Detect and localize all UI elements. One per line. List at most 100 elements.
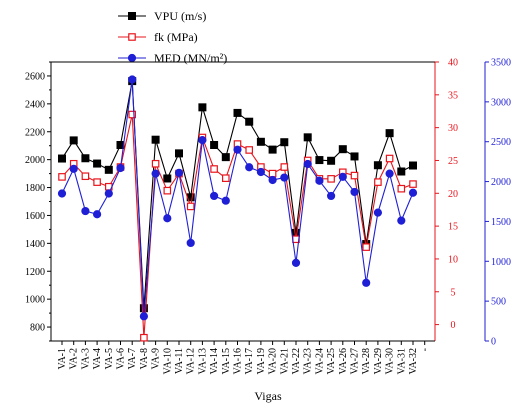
left-tick-label: 2400 bbox=[25, 99, 45, 110]
data-point-vpu-m-s bbox=[104, 165, 113, 174]
x-tick-label: VA-13 bbox=[197, 348, 208, 374]
data-point-vpu-m-s bbox=[210, 141, 219, 150]
left-tick-label: 1200 bbox=[25, 267, 45, 278]
data-point-med-mn-m bbox=[338, 172, 347, 181]
data-point-med-mn-m bbox=[221, 196, 230, 205]
plot-area bbox=[57, 75, 418, 342]
data-point-fk-mpa bbox=[140, 333, 148, 342]
right-med-tick-label: 1500 bbox=[491, 217, 511, 228]
x-tick-label: VA-29 bbox=[373, 348, 384, 374]
x-tick-label: VA-26 bbox=[338, 348, 349, 374]
data-point-fk-mpa bbox=[268, 169, 277, 178]
data-point-vpu-m-s bbox=[338, 145, 347, 154]
x-tick-label: VA-5 bbox=[104, 348, 115, 369]
data-point-med-mn-m bbox=[327, 191, 336, 201]
data-point-vpu-m-s bbox=[350, 152, 359, 161]
left-tick-label: 800 bbox=[30, 323, 45, 334]
data-point-fk-mpa bbox=[350, 171, 359, 180]
series-vpu-m-s bbox=[58, 77, 417, 313]
data-point-med-mn-m bbox=[362, 278, 371, 287]
x-tick-label: VA-2 bbox=[69, 348, 80, 369]
legend-item-med-mn-m: MED (MN/m²) bbox=[118, 51, 227, 65]
right-med-tick-label: 2500 bbox=[491, 137, 511, 148]
right-fk-tick-label: 25 bbox=[448, 156, 458, 167]
right-fk-tick-label: 30 bbox=[448, 123, 458, 134]
right-med-tick-label: 500 bbox=[491, 297, 506, 308]
data-point-vpu-m-s bbox=[397, 167, 406, 176]
data-point-fk-mpa bbox=[151, 159, 160, 168]
data-point-fk-mpa bbox=[385, 154, 394, 163]
left-tick-label: 2600 bbox=[25, 71, 45, 82]
data-point-vpu-m-s bbox=[373, 161, 382, 170]
data-point-med-mn-m bbox=[128, 75, 137, 84]
data-point-vpu-m-s bbox=[292, 228, 300, 237]
data-point-med-mn-m bbox=[245, 163, 254, 172]
right-fk-tick-label: 35 bbox=[448, 90, 458, 101]
data-point-med-mn-m bbox=[174, 168, 184, 177]
right-y-axis-med: 0 500 1000 1500 2000 2500 3000 3500 bbox=[484, 58, 511, 348]
left-tick-label: 2000 bbox=[25, 155, 45, 166]
data-point-vpu-m-s bbox=[280, 138, 289, 147]
x-tick-label: VA-17 bbox=[244, 348, 255, 374]
right-fk-tick-label: 20 bbox=[448, 189, 458, 200]
x-tick-label: VA-10 bbox=[162, 348, 173, 374]
left-tick-label: 1600 bbox=[25, 211, 45, 222]
x-axis: VA-1 VA-2 VA-3 VA-4 VA-5 VA-6 VA-7 VA-8 VA-9 VA-1… bbox=[51, 61, 435, 374]
x-tick-label: VA-4 bbox=[92, 348, 103, 369]
data-point-vpu-m-s bbox=[221, 153, 230, 162]
data-point-vpu-m-s bbox=[69, 136, 78, 145]
right-fk-tick-label: 40 bbox=[448, 58, 458, 69]
x-tick-label: VA-30 bbox=[385, 348, 396, 374]
legend-item-fk-mpa: fk (MPa) bbox=[118, 30, 198, 44]
data-point-vpu-m-s bbox=[198, 103, 207, 112]
legend-label: MED (MN/m²) bbox=[154, 51, 227, 65]
data-point-med-mn-m bbox=[69, 164, 78, 173]
left-y-axis: 800 1000 1200 1400 1600 1800 2000 2200 2400 2600 bbox=[25, 61, 52, 342]
right-med-tick-label: 3500 bbox=[491, 58, 511, 69]
data-point-med-mn-m bbox=[408, 188, 418, 197]
data-point-med-mn-m bbox=[57, 189, 67, 198]
data-point-med-mn-m bbox=[163, 214, 172, 223]
data-point-fk-mpa bbox=[58, 173, 66, 181]
data-point-med-mn-m bbox=[268, 175, 277, 185]
data-point-fk-mpa bbox=[280, 163, 289, 171]
data-point-med-mn-m bbox=[198, 136, 207, 145]
data-point-med-mn-m bbox=[303, 159, 312, 169]
data-point-fk-mpa bbox=[327, 175, 335, 183]
right-fk-tick-label: 5 bbox=[451, 287, 456, 298]
data-point-med-mn-m bbox=[315, 176, 324, 185]
data-point-fk-mpa bbox=[210, 165, 218, 173]
data-point-fk-mpa bbox=[245, 146, 254, 154]
x-tick-label-extra: - bbox=[420, 348, 431, 351]
data-point-med-mn-m bbox=[104, 189, 113, 198]
data-point-med-mn-m bbox=[373, 208, 382, 217]
left-tick-label: 2200 bbox=[25, 127, 45, 138]
x-tick-label: VA-14 bbox=[209, 348, 220, 374]
x-tick-label: VA-19 bbox=[256, 348, 267, 374]
data-point-fk-mpa bbox=[163, 186, 172, 195]
data-point-vpu-m-s bbox=[256, 137, 265, 146]
x-tick-label: VA-24 bbox=[314, 348, 325, 374]
x-tick-label: VA-22 bbox=[291, 348, 302, 374]
legend-marker bbox=[127, 53, 137, 63]
x-tick-label: VA-8 bbox=[139, 348, 150, 369]
data-point-med-mn-m bbox=[291, 258, 301, 267]
left-tick-label: 1000 bbox=[25, 295, 45, 306]
data-point-med-mn-m bbox=[210, 191, 219, 201]
x-tick-label: VA-25 bbox=[326, 348, 337, 374]
x-tick-label: VA-28 bbox=[361, 348, 372, 374]
data-point-vpu-m-s bbox=[315, 156, 324, 165]
data-point-vpu-m-s bbox=[327, 156, 336, 165]
right-fk-tick-label: 10 bbox=[448, 254, 458, 265]
data-point-fk-mpa bbox=[374, 178, 382, 186]
data-point-med-mn-m bbox=[81, 206, 90, 216]
right-fk-tick-label: 15 bbox=[448, 222, 458, 233]
x-tick-label: VA-7 bbox=[127, 348, 138, 369]
data-point-vpu-m-s bbox=[268, 145, 277, 154]
data-point-med-mn-m bbox=[350, 187, 359, 197]
legend-label: VPU (m/s) bbox=[154, 9, 206, 23]
x-tick-label: VA-1 bbox=[57, 348, 68, 369]
data-point-vpu-m-s bbox=[409, 161, 417, 170]
data-point-med-mn-m bbox=[280, 173, 289, 182]
